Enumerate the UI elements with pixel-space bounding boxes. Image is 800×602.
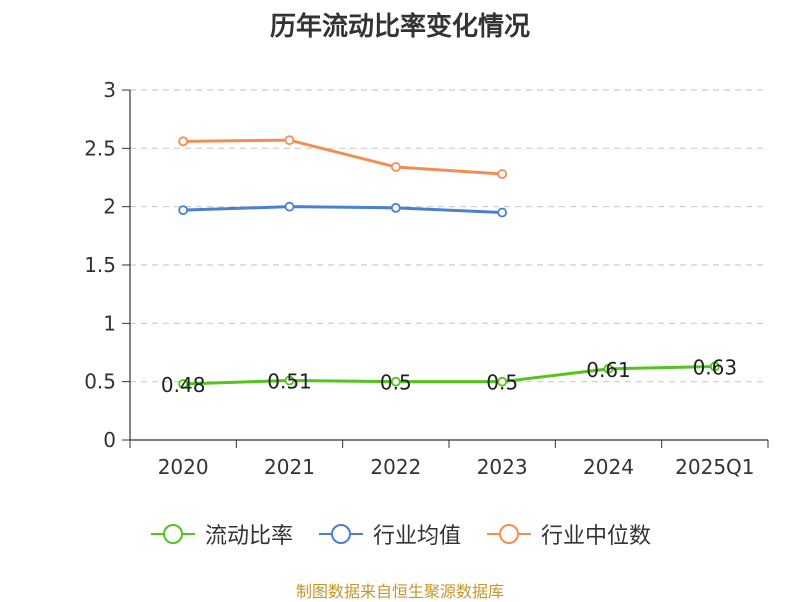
x-tick-label: 2025Q1 [675, 455, 754, 479]
data-point [178, 136, 189, 147]
data-point [390, 376, 401, 387]
data-label: 0.5 [486, 371, 518, 395]
legend-item-industry-median[interactable]: 行业中位数 [485, 518, 651, 550]
data-point [284, 135, 295, 146]
data-point [390, 162, 401, 172]
legend-label: 行业中位数 [541, 524, 652, 549]
y-tick-label: 3 [103, 78, 116, 102]
y-tick-label: 2.5 [84, 136, 116, 160]
data-label: 0.63 [693, 356, 738, 380]
y-tick-label: 2 [103, 195, 116, 219]
data-point [178, 205, 189, 216]
data-label: 0.5 [380, 371, 412, 395]
legend-item-industry-mean[interactable]: 行业均值 [317, 518, 461, 550]
data-point [284, 375, 295, 386]
x-tick-label: 2021 [264, 455, 315, 479]
series-line [183, 205, 503, 214]
data-label: 0.51 [267, 370, 312, 394]
x-tick-label: 2022 [370, 455, 421, 479]
legend-label: 流动比率 [204, 524, 293, 549]
x-tick-label: 2020 [158, 455, 209, 479]
legend-line-icon [318, 524, 363, 544]
legend: 流动比率 行业均值 行业中位数 [0, 518, 800, 550]
y-tick-label: 0 [103, 428, 116, 452]
data-point [178, 379, 189, 389]
chart-title: 历年流动比率变化情况 [269, 12, 530, 42]
source-note: 制图数据来自恒生聚源数据库 [295, 582, 504, 601]
y-tick-label: 1 [103, 311, 116, 335]
data-point [497, 376, 508, 387]
label-layer: 0.48 0.51 0.5 0.5 0.61 0.63 [161, 356, 737, 398]
series-line [183, 138, 503, 176]
data-point [284, 201, 295, 212]
legend-item-current-ratio[interactable]: 流动比率 [149, 518, 293, 550]
series-line [183, 365, 715, 386]
y-tick-label: 0.5 [84, 370, 116, 394]
x-tick-label: 2024 [583, 455, 634, 479]
data-point [497, 169, 508, 179]
data-point [497, 207, 508, 218]
grid-layer [130, 89, 768, 383]
data-label: 0.48 [161, 373, 206, 397]
data-point [709, 361, 720, 372]
series-layer [178, 135, 720, 389]
data-point [603, 363, 614, 374]
legend-line-icon [487, 524, 531, 544]
legend-line-icon [150, 524, 195, 544]
legend-label: 行业均值 [372, 524, 461, 549]
data-point [390, 202, 401, 213]
y-tick-label: 1.5 [84, 253, 116, 277]
data-label: 0.61 [586, 358, 631, 382]
x-tick-label: 2023 [477, 455, 528, 479]
